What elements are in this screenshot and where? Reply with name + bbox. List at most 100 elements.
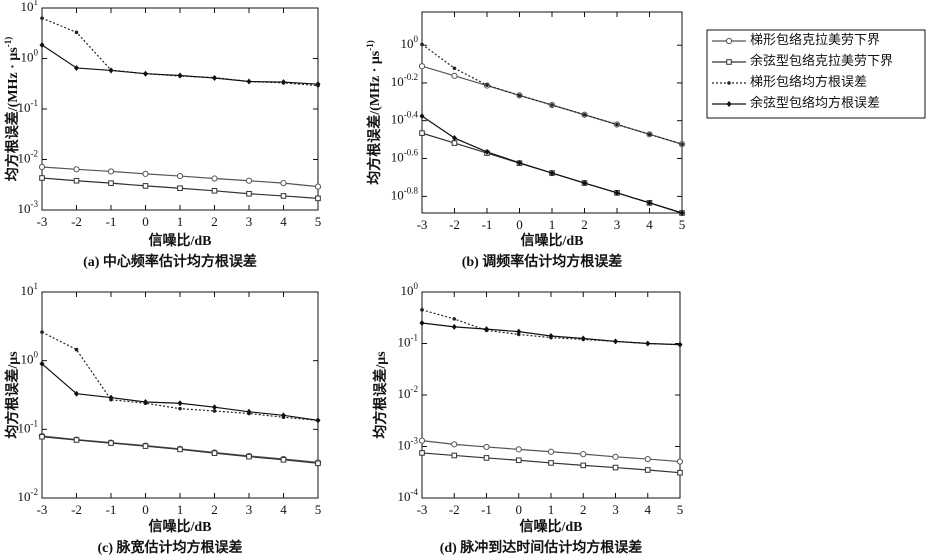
plot-frame [421,291,681,499]
y-axis-label: 均方根误差/μs [4,351,21,439]
y-tick-label: 100 [401,34,419,51]
marker [645,340,651,347]
marker [582,180,587,187]
x-tick-label: 4 [645,502,652,517]
marker [142,443,149,449]
y-tick-label: 10-4 [398,487,419,504]
marker [418,437,426,444]
x-tick-label: 1 [549,217,556,232]
marker [143,399,148,406]
marker [73,166,80,173]
marker [483,455,490,461]
series-line [421,115,683,214]
x-tick-label: 1 [177,502,184,517]
legend-box [706,29,926,119]
x-tick-label: 2 [211,214,218,229]
y-axis-label: 均方根误差/(MHz · μs-1) [365,40,383,184]
y-tick-label: 10-2 [398,384,419,401]
x-tick-label: 1 [548,502,555,517]
marker [40,16,44,20]
legend-marker [727,81,731,85]
marker [517,159,522,166]
marker [108,180,114,186]
marker [615,122,619,127]
plot-frame [421,11,683,214]
x-tick-label: 4 [280,214,287,229]
marker [73,177,80,184]
marker [211,187,218,194]
caption: (d) 脉冲到达时间估计均方根误差 [440,539,643,556]
x-tick-label: -3 [37,502,48,517]
marker [483,443,490,451]
marker [74,30,79,35]
x-tick-label: -3 [37,214,48,229]
marker [315,460,321,467]
marker [74,64,79,71]
marker [74,347,79,352]
marker [246,78,252,85]
marker [40,330,44,334]
marker [451,452,458,459]
x-tick-label: 2 [580,502,587,517]
marker [143,70,148,77]
marker [451,441,458,448]
marker [452,66,457,71]
x-tick-label: -2 [449,502,460,517]
marker [612,464,619,471]
x-tick-label: 3 [246,214,253,229]
marker [679,210,685,216]
x-tick-label: 5 [677,502,684,517]
x-tick-label: 3 [614,217,621,232]
marker [246,408,252,415]
marker [418,63,426,70]
marker [212,409,217,413]
x-tick-label: 0 [516,502,523,517]
y-tick-label: 10-0.8 [391,185,419,202]
marker [419,320,425,327]
marker [280,457,287,463]
marker [176,172,184,180]
caption: (b) 调频率估计均方根误差 [462,253,623,270]
marker [452,317,457,321]
marker [39,175,45,181]
marker [580,462,587,469]
marker [39,42,45,49]
x-tick-label: -1 [106,214,117,229]
y-tick-label: 10-2 [18,487,39,504]
x-axis-label: 信噪比/dB [519,518,582,535]
y-tick-label: 10-0.2 [391,72,418,89]
y-axis-label: 均方根误差/μs [372,351,389,439]
x-tick-label: -3 [417,502,428,517]
marker [647,132,652,137]
x-axis-label: 信噪比/dB [520,232,583,249]
marker [547,448,555,455]
marker [315,417,321,424]
marker [612,453,619,460]
x-axis-label: 信噪比/dB [148,232,211,249]
x-tick-label: 2 [581,217,588,232]
marker [550,103,554,107]
y-tick-label: 10-1 [398,333,419,350]
marker [177,446,183,453]
marker [420,42,424,47]
y-tick-label: 101 [21,281,39,298]
legend-marker [726,59,732,65]
marker [582,112,587,117]
legend-marker [725,37,733,45]
marker [420,308,424,312]
y-tick-label: 100 [21,350,39,367]
caption: (a) 中心频率估计均方根误差 [83,253,257,270]
marker [212,404,217,411]
x-tick-label: -2 [71,502,82,517]
marker [212,75,217,82]
marker [614,189,620,196]
marker [177,72,183,79]
marker [515,446,522,453]
marker [74,390,79,397]
marker [108,440,114,446]
series-line [421,43,683,145]
legend-label: 余弦型包络克拉美劳下界 [750,53,893,68]
marker [39,433,45,440]
marker [211,450,218,456]
